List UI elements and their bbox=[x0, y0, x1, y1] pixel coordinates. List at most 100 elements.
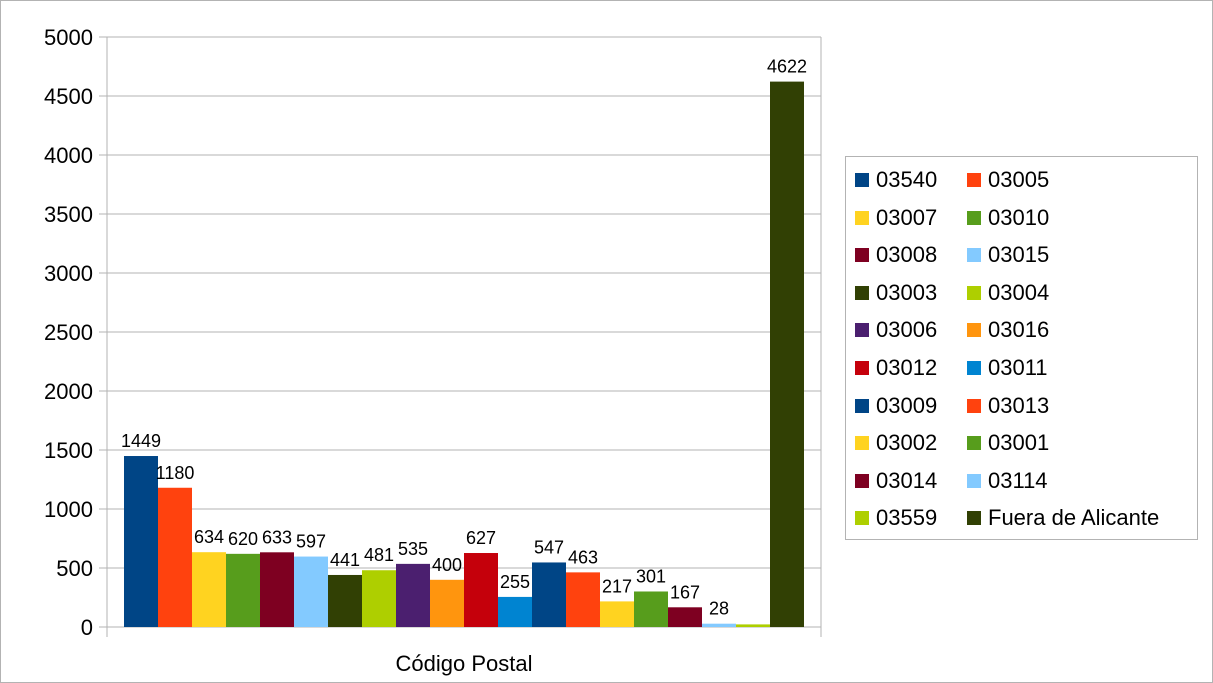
legend-swatch bbox=[967, 436, 981, 451]
y-tick-label: 3500 bbox=[44, 202, 93, 227]
legend-swatch bbox=[967, 398, 981, 413]
data-label: 1449 bbox=[121, 431, 161, 451]
legend-swatch bbox=[855, 285, 869, 300]
bar-03010 bbox=[226, 553, 260, 627]
bar-03015 bbox=[294, 556, 328, 627]
legend-swatch bbox=[967, 210, 981, 225]
bar-03011 bbox=[498, 596, 532, 627]
legend-label: 03004 bbox=[988, 279, 1050, 305]
legend-swatch bbox=[967, 285, 981, 300]
legend-swatch bbox=[855, 473, 869, 488]
legend-label: 03001 bbox=[988, 430, 1050, 456]
data-label: 620 bbox=[228, 529, 258, 549]
bar-03009 bbox=[532, 562, 566, 627]
legend-item: 03114 bbox=[967, 467, 1048, 495]
legend-label: 03014 bbox=[876, 467, 938, 493]
bars bbox=[124, 81, 804, 627]
legend-label: 03012 bbox=[876, 355, 938, 380]
legend-label: Fuera de Alicante bbox=[988, 505, 1160, 531]
y-tick-label: 1000 bbox=[44, 497, 93, 522]
legend-item: 03005 bbox=[967, 166, 1049, 194]
legend-item: 03003 bbox=[855, 279, 937, 307]
data-label: 167 bbox=[670, 582, 700, 602]
legend-swatch bbox=[967, 361, 981, 375]
y-tick-label: 5000 bbox=[44, 25, 93, 50]
data-label: 481 bbox=[364, 545, 394, 565]
x-axis-label: Código Postal bbox=[396, 651, 533, 676]
data-label: 633 bbox=[262, 527, 292, 547]
legend-label: 03003 bbox=[876, 279, 938, 305]
data-label: 547 bbox=[534, 537, 564, 557]
legend-item: 03007 bbox=[855, 204, 937, 232]
legend-label: 03005 bbox=[988, 167, 1050, 192]
legend-swatch bbox=[967, 323, 981, 338]
legend-label: 03006 bbox=[876, 317, 938, 343]
legend-label: 03010 bbox=[988, 204, 1050, 230]
legend-swatch bbox=[855, 248, 869, 263]
legend: 03540 03005 03007 03010 03008 03015 03003 03004… bbox=[845, 156, 1198, 540]
legend-item: 03559 bbox=[855, 504, 937, 532]
y-tick-label: 500 bbox=[56, 556, 93, 581]
bar-03003 bbox=[328, 574, 362, 627]
y-tick-label: 0 bbox=[81, 615, 93, 640]
legend-item: 03011 bbox=[967, 354, 1048, 382]
bar-03002 bbox=[600, 601, 634, 627]
bar-03540 bbox=[124, 456, 158, 627]
legend-swatch bbox=[855, 173, 869, 187]
bar-03008 bbox=[260, 552, 294, 627]
data-label: 4622 bbox=[767, 57, 807, 77]
data-label: 463 bbox=[568, 547, 598, 567]
legend-swatch bbox=[855, 210, 869, 225]
legend-label: 03008 bbox=[876, 242, 938, 268]
y-tick-label: 1500 bbox=[44, 438, 93, 463]
y-tick-label: 3000 bbox=[44, 261, 93, 286]
legend-item: 03540 bbox=[855, 166, 937, 194]
bar-03006 bbox=[396, 563, 430, 627]
legend-item: 03001 bbox=[967, 429, 1049, 457]
legend-item: 03014 bbox=[855, 467, 937, 495]
legend-label: 03540 bbox=[876, 167, 938, 192]
y-tick-label: 4000 bbox=[44, 143, 93, 168]
legend-swatch bbox=[855, 511, 869, 526]
legend-label: 03002 bbox=[876, 430, 938, 456]
legend-swatch bbox=[855, 436, 869, 451]
data-label: 535 bbox=[398, 539, 428, 559]
y-tick-label: 4500 bbox=[44, 84, 93, 109]
data-label: 1180 bbox=[156, 463, 195, 483]
data-label: 634 bbox=[194, 527, 224, 547]
bar-03004 bbox=[362, 570, 396, 627]
bar-03005 bbox=[158, 487, 192, 627]
legend-swatch bbox=[967, 248, 981, 263]
y-tick-label: 2000 bbox=[44, 379, 93, 404]
data-label: 301 bbox=[636, 566, 666, 586]
legend-item: 03013 bbox=[967, 392, 1049, 420]
legend-swatch bbox=[967, 473, 981, 488]
legend-swatch bbox=[855, 398, 869, 413]
legend-label: 03007 bbox=[876, 204, 938, 230]
legend-label: 03015 bbox=[988, 242, 1050, 268]
y-axis-ticks: 0 500 1000 1500 2000 2500 3000 3500 4000 4500 5000 bbox=[44, 25, 93, 640]
data-label: 28 bbox=[709, 599, 729, 619]
data-label: 217 bbox=[602, 576, 632, 596]
data-label: 597 bbox=[296, 532, 326, 552]
bar-fuera-de-alicante bbox=[770, 81, 804, 627]
legend-label: 03013 bbox=[988, 392, 1050, 418]
bar-03012 bbox=[464, 553, 498, 627]
bar-03559 bbox=[736, 624, 770, 627]
data-label: 255 bbox=[500, 572, 530, 592]
bar-03001 bbox=[634, 591, 668, 627]
data-label: 627 bbox=[466, 528, 496, 548]
bar-03013 bbox=[566, 572, 600, 627]
gridlines bbox=[99, 36, 822, 637]
data-label: 400 bbox=[432, 555, 462, 575]
legend-item: 03012 bbox=[855, 354, 937, 382]
legend-swatch bbox=[967, 511, 981, 526]
legend-label: 03114 bbox=[988, 467, 1048, 493]
legend-swatch bbox=[855, 361, 869, 375]
legend-item: 03015 bbox=[967, 241, 1049, 269]
legend-item: 03006 bbox=[855, 316, 937, 344]
legend-item: 03004 bbox=[967, 279, 1049, 307]
legend-item: 03016 bbox=[967, 316, 1049, 344]
